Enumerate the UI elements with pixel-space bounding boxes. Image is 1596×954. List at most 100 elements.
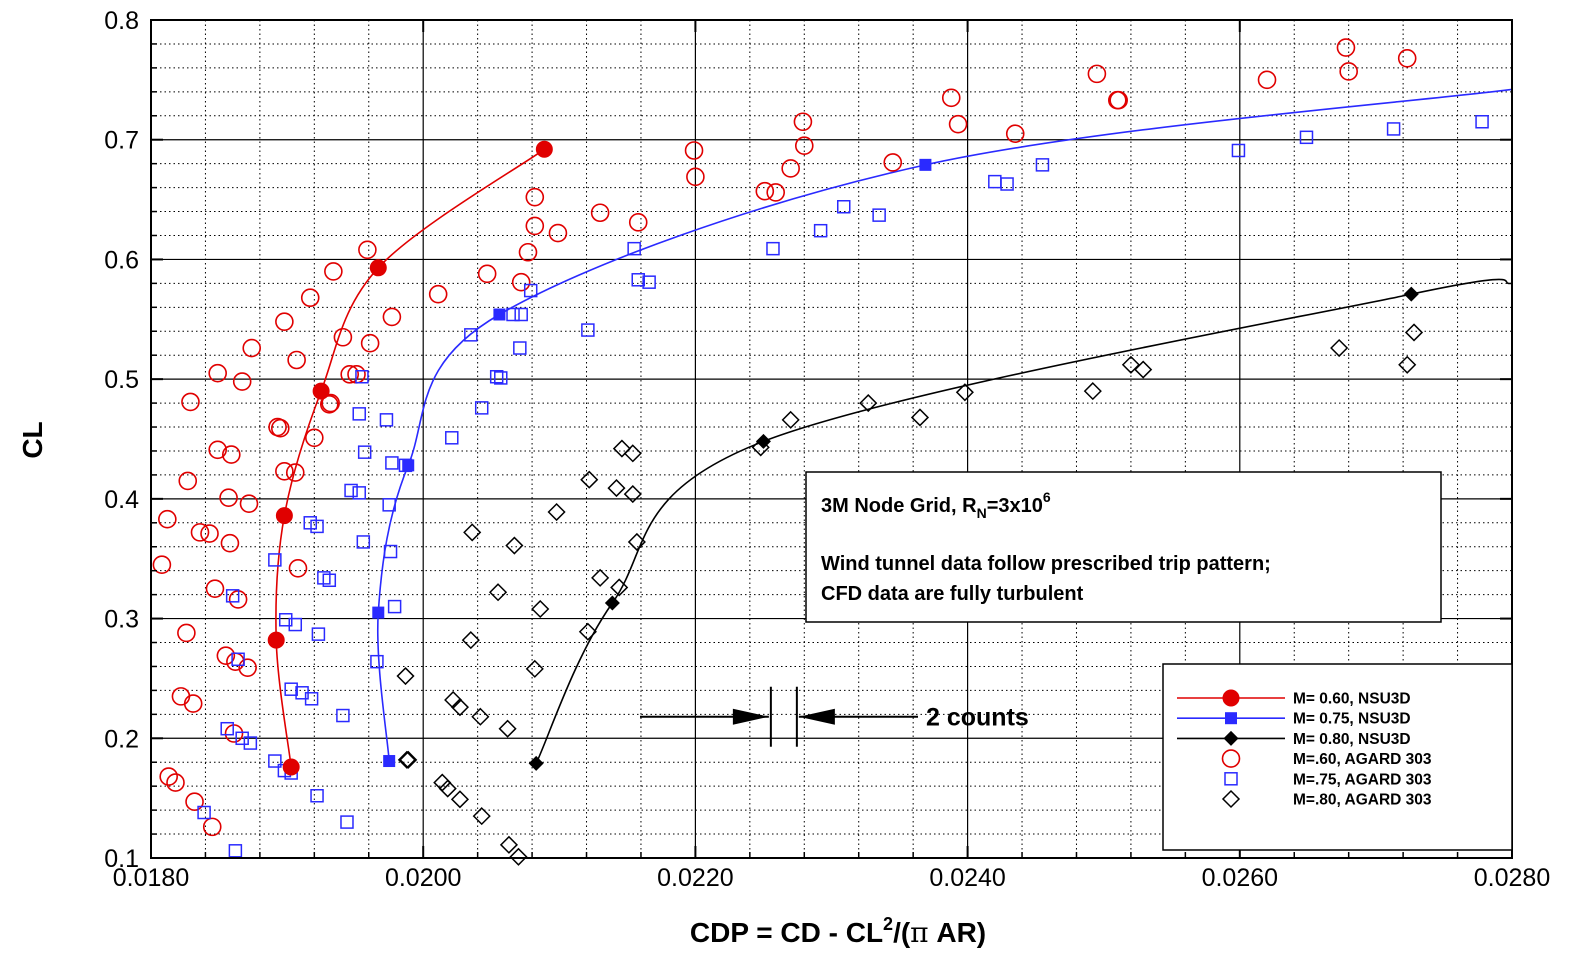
point-m-80-agard-303 (859, 394, 878, 413)
point-m-60-agard-303 (208, 440, 227, 460)
point-m-75-agard-303 (514, 307, 528, 322)
point-m-60-agard-303 (221, 445, 241, 464)
point-m-75-agard-303 (370, 654, 384, 669)
annotation-box: 3M Node Grid, RN=3x106 Wind tunnel data … (805, 471, 1442, 623)
point-m-75-agard-303 (268, 754, 282, 768)
point-m-75-agard-303 (523, 283, 538, 298)
point-m-60-agard-303 (477, 264, 497, 284)
legend-marker-m-0-60-nsu3d (1222, 689, 1240, 707)
point-m-75-agard-303 (344, 483, 358, 498)
point-m-80-agard-303 (610, 578, 629, 597)
annotation-line-1-sub: N (977, 505, 987, 521)
point-m-80-agard-303 (623, 444, 642, 463)
point-m-75-agard-303 (278, 613, 293, 627)
point-m-60-agard-303 (511, 272, 531, 292)
x-axis-title-main: CDP = CD - CL (690, 917, 883, 948)
point-m-60-agard-303 (158, 509, 177, 529)
point-m-60-agard-303 (358, 240, 377, 260)
point-m-80-agard-303 (612, 439, 631, 458)
point-m-75-agard-303 (506, 307, 520, 322)
point-m-80-agard-303 (399, 750, 418, 769)
point-m-60-agard-303 (525, 216, 545, 236)
point-m-80-agard-303 (498, 719, 517, 738)
point-m-60-agard-303 (319, 394, 339, 414)
point-m-80-agard-303 (627, 532, 646, 552)
point-m-75-agard-303 (766, 241, 780, 256)
point-m-60-agard-303 (1397, 49, 1417, 68)
point-m-75-agard-303 (243, 736, 258, 750)
point-m-60-agard-303 (941, 88, 961, 108)
point-m-75-agard-303 (513, 341, 527, 355)
y-tick-label: 0.6 (104, 246, 139, 274)
point-m-60-agard-303 (518, 242, 538, 262)
point-m-75-agard-303 (382, 498, 396, 512)
point-m-80-agard-303 (450, 698, 470, 717)
point-m-75-agard-303 (474, 401, 489, 415)
point-m-75-agard-303 (988, 174, 1002, 189)
annotation-line-2: Wind tunnel data follow prescribed trip … (821, 553, 1271, 575)
annotation-line-1: 3M Node Grid, RN=3x106 (821, 489, 1051, 521)
point-m-75-agard-303 (322, 573, 337, 588)
series-markers (152, 38, 1489, 866)
legend-marker-m-80-agard-303 (1221, 789, 1241, 809)
point-m-80-agard-303 (461, 631, 480, 650)
point-m-80-agard-303 (438, 779, 457, 798)
point-m-80-agard-303 (505, 536, 524, 555)
point-m-60-agard-303 (360, 333, 380, 353)
point-m-0-75-nsu3d (919, 158, 932, 171)
point-m-75-agard-303 (631, 273, 645, 287)
point-m-0-60-nsu3d (275, 507, 293, 525)
point-m-75-agard-303 (813, 223, 828, 238)
y-tick-label: 0.5 (104, 366, 139, 394)
point-m-60-agard-303 (275, 312, 294, 331)
point-m-60-agard-303 (305, 428, 324, 448)
point-m-60-agard-303 (686, 167, 705, 187)
point-m-60-agard-303 (1108, 90, 1127, 110)
point-m-0-80-nsu3d (1403, 286, 1419, 302)
point-m-75-agard-303 (310, 519, 324, 534)
point-m-75-agard-303 (581, 323, 595, 337)
point-m-60-agard-303 (224, 724, 244, 743)
point-m-80-agard-303 (781, 410, 800, 429)
point-m-60-agard-303 (181, 392, 200, 412)
point-m-0-75-nsu3d (493, 308, 506, 321)
point-m-80-agard-303 (397, 750, 416, 769)
point-m-75-agard-303 (1386, 122, 1401, 136)
point-m-80-agard-303 (591, 568, 610, 587)
point-m-80-agard-303 (531, 599, 550, 619)
legend-label-m-0-80-nsu3d: M= 0.80, NSU3D (1293, 731, 1411, 748)
point-m-60-agard-303 (190, 523, 210, 542)
point-m-80-agard-303 (450, 790, 470, 809)
point-m-60-agard-303 (216, 646, 236, 665)
point-m-60-agard-303 (321, 393, 340, 413)
point-m-60-agard-303 (183, 694, 203, 713)
x-tick-label: 0.0180 (113, 864, 189, 892)
point-m-60-agard-303 (628, 213, 648, 232)
point-m-60-agard-303 (288, 558, 308, 578)
point-m-75-agard-303 (357, 445, 372, 459)
point-m-60-agard-303 (185, 792, 204, 812)
point-m-60-agard-303 (590, 203, 610, 223)
point-m-75-agard-303 (304, 692, 319, 706)
annotation-line-1-sup: 6 (1043, 489, 1051, 505)
x-axis-title-pi: π (910, 916, 928, 949)
point-m-80-agard-303 (488, 583, 508, 602)
point-m-60-agard-303 (382, 307, 402, 327)
point-m-75-agard-303 (627, 241, 641, 256)
point-m-80-agard-303 (1398, 355, 1417, 374)
x-tick-labels: 0.0180 0.0200 0.0220 0.0240 0.0260 0.0280 (113, 864, 1550, 892)
point-m-60-agard-303 (177, 623, 196, 643)
point-m-0-75-nsu3d (383, 755, 396, 768)
point-m-60-agard-303 (166, 773, 185, 792)
counts-indicator (640, 686, 918, 747)
series-line-m-0-75-nsu3d (377, 88, 1513, 762)
legend-label-m-60-agard-303: M=.60, AGARD 303 (1293, 751, 1432, 768)
point-m-0-60-nsu3d (369, 259, 387, 277)
point-m-75-agard-303 (231, 652, 245, 667)
point-m-60-agard-303 (159, 767, 178, 786)
point-m-60-agard-303 (428, 284, 448, 304)
point-m-75-agard-303 (379, 413, 394, 427)
point-m-75-agard-303 (642, 275, 656, 289)
point-m-80-agard-303 (955, 383, 974, 402)
